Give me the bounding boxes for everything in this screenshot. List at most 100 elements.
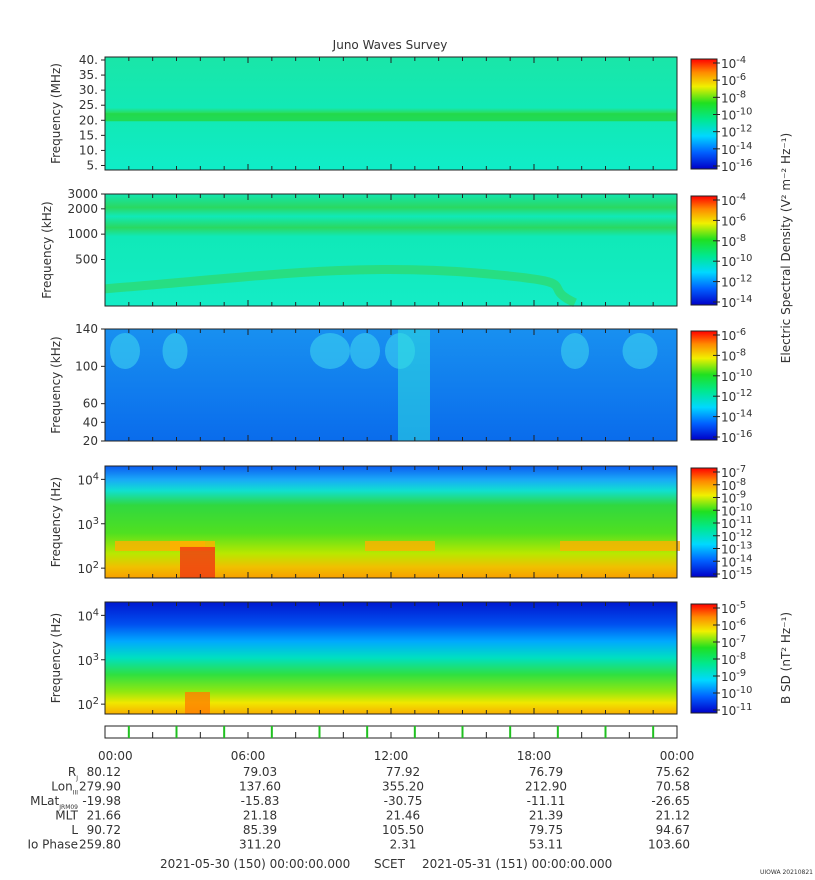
colorbar-tick-label: 10-7 (721, 464, 746, 480)
colorbar-tick-label: 10-7 (721, 634, 746, 650)
footer-scet: SCET (374, 857, 406, 871)
ephem-value: -26.65 (651, 794, 690, 808)
ytick-label: 104 (77, 607, 99, 623)
colorbar-tick-label: 10-15 (721, 566, 752, 582)
ytick-label: 35. (79, 68, 98, 82)
colorbar: 10-6 10-8 10-10 10-12 10-14 10-16 (690, 327, 752, 445)
time-label: 18:00 (517, 749, 552, 763)
ytick-label: 15. (79, 128, 98, 142)
colorbar-tick-label: 10-9 (721, 490, 746, 506)
time-label: 00:00 (660, 749, 695, 763)
ephem-value: 90.72 (87, 823, 121, 837)
emission-band-21mhz (105, 113, 677, 122)
emission-300hz-3 (365, 540, 435, 551)
colorbar-tick-label: 10-11 (721, 515, 752, 531)
colorbar-gradient (690, 195, 718, 306)
ephem-value: 77.92 (386, 765, 420, 779)
colorbar-tick-label: 10-10 (721, 502, 752, 518)
ephem-value: 79.75 (529, 823, 563, 837)
colorbar-tick-label: 10-12 (721, 528, 752, 544)
colorbar-tick-label: 10-11 (721, 702, 752, 718)
burst-6 (561, 333, 589, 369)
ytick-label: 40. (79, 53, 98, 67)
spectrogram-image (105, 194, 677, 306)
ephem-value: 103.60 (648, 838, 690, 852)
ytick-label: 103 (77, 516, 99, 532)
colorbar-tick-label: 10-14 (721, 553, 752, 569)
ephem-value: 94.67 (656, 823, 690, 837)
burst-4 (350, 333, 380, 369)
colorbar-tick-label: 10-16 (721, 158, 752, 174)
colorbar-tick-label: 10-4 (721, 55, 746, 71)
colorbar-tick-label: 10-10 (721, 685, 752, 701)
emission-arc (104, 264, 577, 307)
colorbar-tick-label: 10-6 (721, 617, 746, 633)
colorbar-tick-label: 10-8 (721, 651, 746, 667)
ephem-value: 259.80 (79, 838, 121, 852)
spectrogram-panel-1: 40.35.30.25.20.15.10.5. Frequency (MHz) 10… (49, 53, 752, 174)
ephem-value: 85.39 (243, 823, 277, 837)
ylabel: Frequency (Hz) (49, 477, 63, 568)
ytick-label: 102 (77, 560, 99, 576)
colorbar-tick-label: 10-6 (721, 72, 746, 88)
ylabel: Frequency (kHz) (40, 201, 54, 298)
colorbar-tick-label: 10-12 (721, 124, 752, 140)
colorbar-tick-label: 10-8 (721, 347, 746, 363)
colorbar: 10-4 10-6 10-8 10-10 10-12 10-14 (690, 192, 752, 310)
ephem-value: -15.83 (241, 794, 280, 808)
emission-300hz-1 (115, 540, 205, 551)
ytick-label: 3000 (67, 187, 98, 201)
colorbar-tick-label: 10-8 (721, 89, 746, 105)
ephem-value: 279.90 (79, 780, 121, 794)
ephem-value: 79.03 (243, 765, 277, 779)
burst-3 (310, 333, 350, 369)
colorbar-tick-label: 10-14 (721, 141, 752, 157)
ephem-value: -19.98 (82, 794, 121, 808)
ytick-label: 5. (87, 158, 98, 172)
ephem-value: 75.62 (656, 765, 690, 779)
footer-credit: UIOWA 20210821 (760, 869, 813, 876)
ytick-label: 30. (79, 83, 98, 97)
ytick-label: 40 (83, 415, 98, 429)
ephem-value: 21.66 (87, 809, 121, 823)
ephem-value: 355.20 (382, 780, 424, 794)
ephem-value: 76.79 (529, 765, 563, 779)
low-freq-enhancement (185, 692, 210, 714)
ytick-label: 25. (79, 98, 98, 112)
ephem-row-label: LonIII (51, 780, 78, 797)
burst-column (398, 329, 430, 441)
ephem-value: -30.75 (384, 794, 423, 808)
footer-end: 2021-05-31 (151) 00:00:00.000 (422, 857, 612, 871)
time-label: 00:00 (98, 749, 133, 763)
burst-7 (622, 333, 658, 369)
ytick-label: 104 (77, 471, 99, 487)
colorbar-gradient (690, 330, 718, 441)
ytick-label: 1000 (67, 227, 98, 241)
ephem-value: 21.46 (386, 809, 420, 823)
time-label: 12:00 (374, 749, 409, 763)
colorbar-tick-label: 10-8 (721, 477, 746, 493)
colorbar-tick-label: 10-4 (721, 192, 746, 208)
colorbar-tick-label: 10-6 (721, 212, 746, 228)
colorbar-tick-label: 10-10 (721, 368, 752, 384)
ephem-value: 105.50 (382, 823, 424, 837)
spectrogram-panel-4: 104 103 102 Frequency (Hz) 10-710-810-910-10… (49, 464, 752, 582)
colorbar-tick-label: 10-12 (721, 388, 752, 404)
ylabel: Frequency (MHz) (49, 63, 63, 164)
ytick-label: 100 (75, 359, 98, 373)
ephem-value: 53.11 (529, 838, 563, 852)
ytick-label: 500 (75, 252, 98, 266)
colorbar-tick-label: 10-16 (721, 429, 752, 445)
burst-2 (162, 333, 188, 369)
colorbar-gradient (690, 58, 718, 170)
ytick-label: 2000 (67, 202, 98, 216)
colorbar-tick-label: 10-14 (721, 294, 752, 310)
emission-300hz-2 (170, 540, 215, 551)
ytick-label: 140 (75, 322, 98, 336)
colorbar-tick-label: 10-12 (721, 274, 752, 290)
time-label: 06:00 (231, 749, 266, 763)
ephem-row-label: MLatJRM09 (30, 794, 78, 811)
